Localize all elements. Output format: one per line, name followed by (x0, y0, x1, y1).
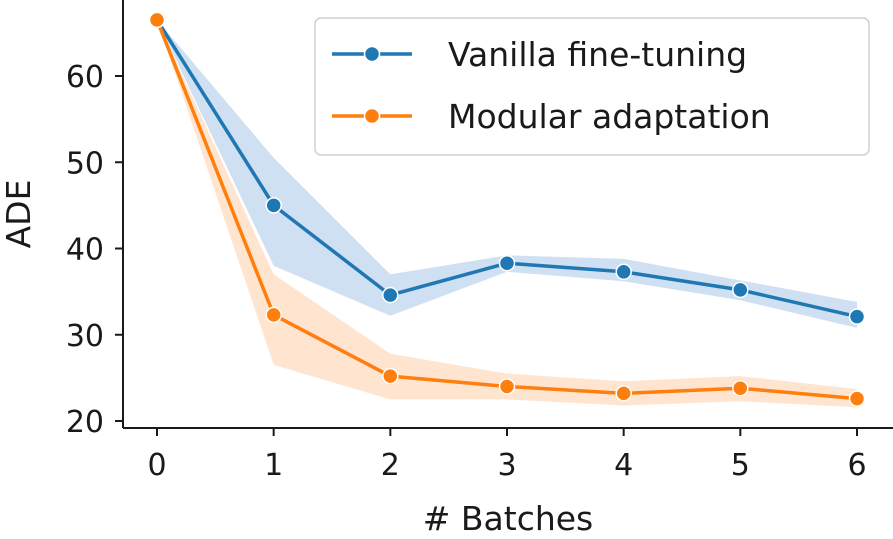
data-point-vanilla (615, 263, 632, 281)
x-tick-label: 6 (847, 448, 866, 483)
legend-marker-vanilla (363, 45, 381, 63)
data-point-modular (615, 385, 632, 402)
data-point-vanilla (732, 281, 749, 299)
data-point-modular (148, 11, 166, 29)
data-point-vanilla (265, 197, 282, 214)
series-markers (148, 11, 866, 407)
x-axis-label: # Batches (423, 499, 594, 538)
x-tick-label: 0 (147, 448, 166, 483)
data-point-modular (848, 390, 866, 407)
y-tick-label: 30 (66, 319, 104, 354)
y-tick-label: 40 (66, 233, 104, 268)
data-point-modular (732, 379, 749, 397)
y-axis-label: ADE (0, 180, 38, 249)
y-ticks: 20 30 40 50 60 (66, 60, 123, 440)
x-ticks: 0 1 2 3 4 5 6 (147, 428, 867, 483)
legend-label-modular: Modular adaptation (448, 97, 771, 136)
y-tick-label: 60 (66, 60, 104, 95)
legend-marker-modular (363, 107, 381, 125)
x-tick-label: 4 (614, 448, 633, 483)
x-tick-label: 2 (381, 448, 400, 483)
data-point-modular (382, 367, 399, 385)
legend-label-vanilla: Vanilla fine-tuning (448, 35, 747, 74)
data-point-modular (265, 306, 282, 324)
x-tick-label: 3 (497, 448, 516, 483)
data-point-vanilla (382, 286, 399, 304)
data-point-vanilla (848, 308, 866, 325)
legend: Vanilla fine-tuning Modular adaptation (314, 17, 870, 156)
y-tick-label: 50 (66, 146, 104, 181)
data-point-modular (498, 378, 516, 395)
data-point-vanilla (498, 254, 516, 272)
x-tick-label: 1 (264, 448, 283, 483)
legend-frame (314, 17, 870, 156)
y-tick-label: 20 (66, 405, 104, 440)
x-tick-label: 5 (731, 448, 750, 483)
